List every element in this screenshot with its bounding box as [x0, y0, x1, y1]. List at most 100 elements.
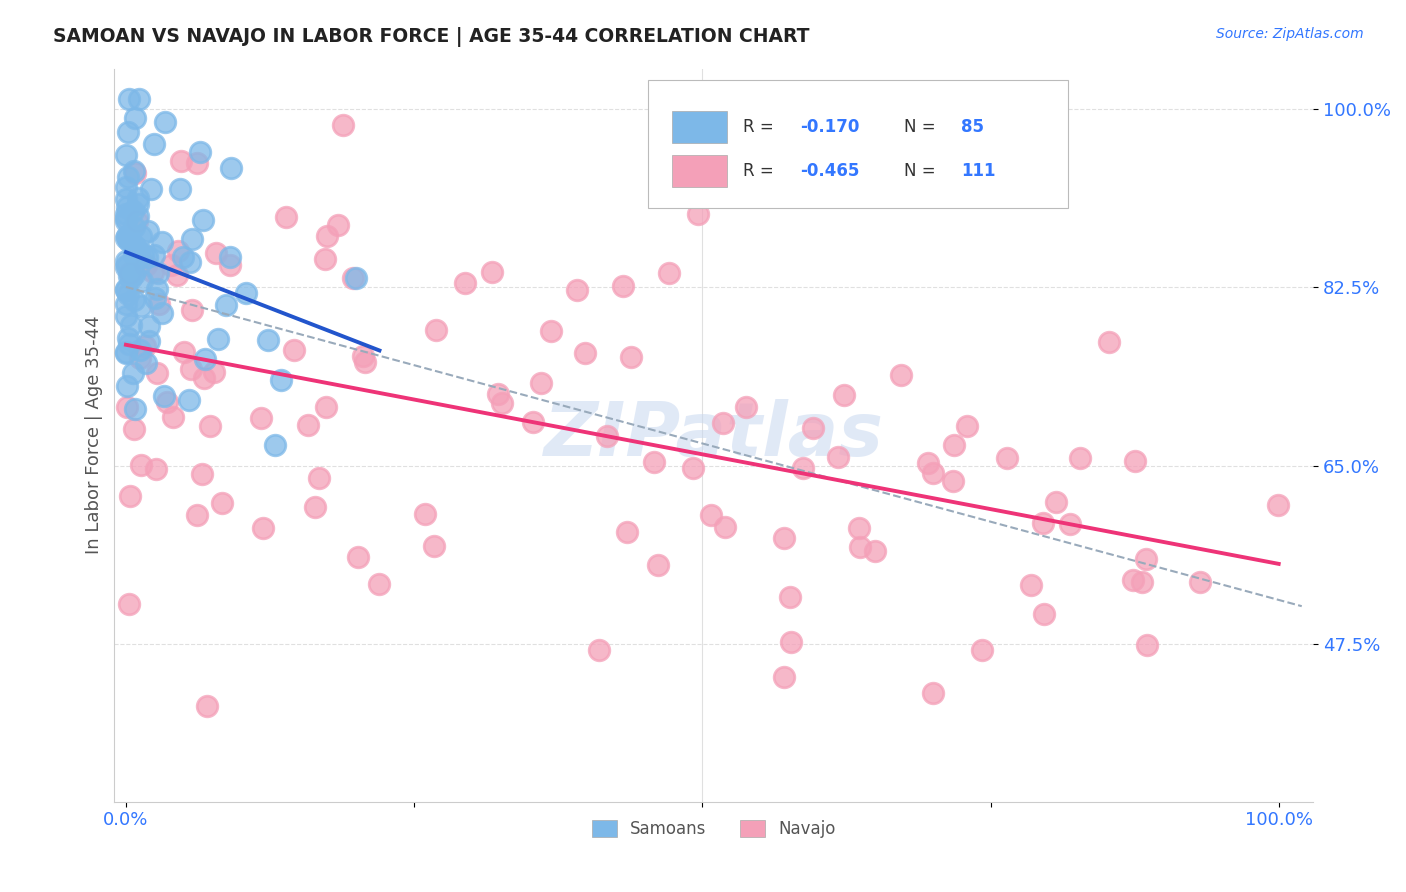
Point	[565, 283, 588, 297]
Point	[188, 145, 211, 160]
Point	[773, 531, 796, 545]
Point	[150, 235, 173, 250]
Text: 85: 85	[960, 118, 984, 136]
Point	[215, 298, 238, 312]
Point	[170, 153, 193, 168]
Point	[115, 228, 138, 243]
Point	[115, 344, 138, 359]
Point	[115, 297, 138, 311]
Point	[172, 250, 194, 264]
Point	[529, 376, 551, 391]
Point	[142, 248, 165, 262]
Point	[620, 350, 643, 364]
Y-axis label: In Labor Force | Age 35-44: In Labor Force | Age 35-44	[86, 316, 103, 554]
Point	[150, 306, 173, 320]
Point	[127, 252, 149, 266]
Point	[129, 343, 152, 358]
Text: SAMOAN VS NAVAJO IN LABOR FORCE | AGE 35-44 CORRELATION CHART: SAMOAN VS NAVAJO IN LABOR FORCE | AGE 35…	[53, 27, 810, 46]
Point	[135, 356, 157, 370]
Point	[1188, 574, 1211, 589]
Point	[145, 291, 167, 305]
Point	[117, 169, 139, 184]
Point	[647, 558, 669, 573]
Point	[115, 180, 138, 194]
Point	[124, 111, 146, 125]
Point	[792, 461, 814, 475]
Point	[127, 210, 149, 224]
Text: N =: N =	[904, 118, 942, 136]
Point	[202, 366, 225, 380]
Text: R =: R =	[742, 162, 779, 180]
Point	[491, 396, 513, 410]
Point	[180, 303, 202, 318]
Point	[122, 164, 145, 178]
Point	[191, 467, 214, 481]
Point	[129, 228, 152, 243]
Point	[115, 231, 138, 245]
Point	[115, 259, 138, 273]
Point	[865, 543, 887, 558]
Point	[773, 670, 796, 684]
Point	[454, 277, 477, 291]
Legend: Samoans, Navajo: Samoans, Navajo	[585, 813, 842, 845]
Point	[115, 282, 138, 296]
Point	[353, 354, 375, 368]
Point	[235, 286, 257, 301]
Point	[162, 409, 184, 424]
Point	[120, 270, 142, 285]
Point	[425, 323, 447, 337]
Point	[780, 635, 803, 649]
Point	[121, 318, 143, 333]
Point	[191, 212, 214, 227]
Point	[166, 268, 188, 283]
Point	[700, 508, 723, 522]
Point	[257, 333, 280, 347]
Point	[1059, 516, 1081, 531]
Point	[117, 125, 139, 139]
Point	[1136, 638, 1159, 652]
Point	[779, 591, 801, 605]
Point	[1019, 577, 1042, 591]
Point	[124, 166, 146, 180]
Point	[848, 521, 870, 535]
Point	[118, 234, 141, 248]
Point	[115, 207, 138, 221]
Point	[1069, 450, 1091, 465]
Point	[186, 156, 208, 170]
Text: Source: ZipAtlas.com: Source: ZipAtlas.com	[1216, 27, 1364, 41]
Point	[1121, 573, 1143, 587]
Point	[142, 265, 165, 279]
Point	[186, 508, 208, 522]
Point	[160, 258, 183, 272]
Point	[127, 196, 149, 211]
Point	[148, 297, 170, 311]
Point	[138, 318, 160, 333]
Point	[177, 393, 200, 408]
Point	[922, 466, 945, 480]
Point	[264, 437, 287, 451]
Point	[686, 207, 709, 221]
Point	[714, 520, 737, 534]
Point	[270, 373, 292, 387]
Point	[153, 389, 176, 403]
Text: ZIPatlas: ZIPatlas	[544, 399, 884, 472]
Point	[917, 456, 939, 470]
Point	[142, 136, 165, 151]
Point	[125, 251, 148, 265]
Point	[124, 293, 146, 308]
Point	[1267, 499, 1289, 513]
Point	[486, 386, 509, 401]
Point	[146, 367, 169, 381]
Point	[128, 244, 150, 259]
Point	[832, 388, 855, 402]
Point	[115, 283, 138, 297]
Point	[166, 244, 188, 258]
Point	[801, 420, 824, 434]
Point	[115, 192, 138, 206]
Point	[173, 345, 195, 359]
Point	[297, 417, 319, 432]
Point	[328, 219, 350, 233]
Point	[115, 254, 138, 268]
Point	[124, 239, 146, 253]
Point	[943, 438, 966, 452]
